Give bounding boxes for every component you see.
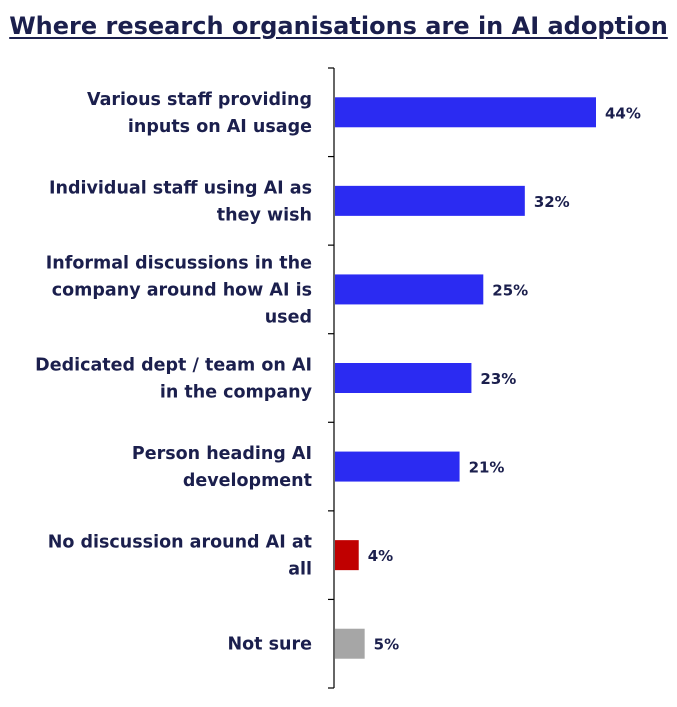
category-label: Not sure [227, 635, 312, 655]
category-label: Individual staff using AI as they wish [49, 178, 312, 225]
category-label: Person heading AI development [132, 444, 312, 491]
category-label: Various staff providing inputs on AI usag… [87, 90, 312, 137]
bar [335, 274, 484, 305]
bar [335, 97, 596, 128]
data-label: 21% [469, 459, 505, 477]
bar [335, 628, 365, 659]
category-label: Informal discussions in the company aroun… [46, 253, 312, 327]
data-label: 32% [534, 193, 570, 211]
bar [335, 363, 472, 393]
data-label: 4% [368, 547, 393, 565]
data-label: 44% [605, 104, 641, 122]
bar [335, 540, 359, 571]
bar [335, 451, 460, 482]
category-label: No discussion around AI at all [48, 533, 312, 580]
data-label: 5% [374, 636, 399, 654]
bar [335, 185, 525, 216]
data-label: 25% [492, 281, 528, 299]
chart-title: Where research organisations are in AI a… [9, 12, 668, 40]
category-label: Dedicated dept / team on AI in the compan… [35, 356, 312, 403]
data-label: 23% [480, 370, 516, 388]
